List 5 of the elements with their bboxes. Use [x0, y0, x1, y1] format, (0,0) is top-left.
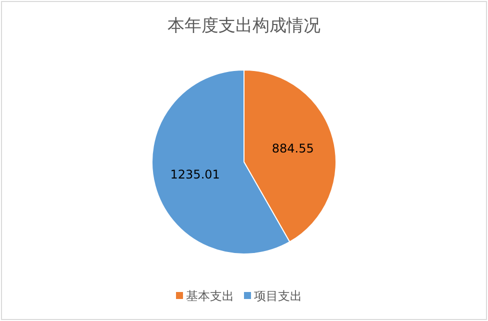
legend-label: 基本支出: [186, 289, 234, 303]
data-label: 1235.01: [170, 167, 220, 182]
data-label: 884.55: [272, 141, 314, 156]
legend-label: 项目支出: [254, 289, 302, 303]
chart-title: 本年度支出构成情况: [168, 16, 320, 36]
